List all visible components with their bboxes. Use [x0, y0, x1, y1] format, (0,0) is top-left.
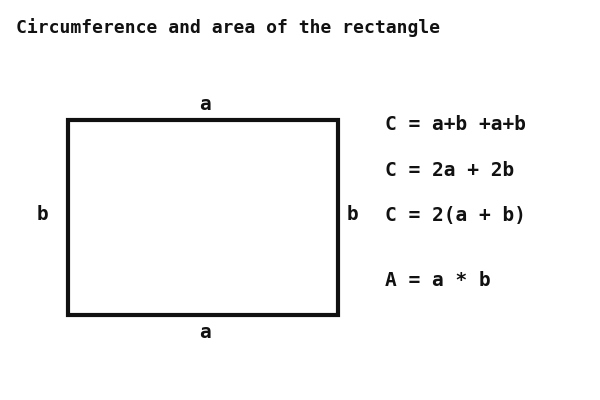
Text: C = a+b +a+b: C = a+b +a+b	[385, 116, 526, 134]
Text: a: a	[199, 96, 211, 114]
Text: b: b	[36, 206, 48, 224]
Text: Circumference and area of the rectangle: Circumference and area of the rectangle	[16, 18, 440, 38]
Bar	[68, 120, 338, 315]
Text: C = 2(a + b): C = 2(a + b)	[385, 206, 526, 224]
Text: a: a	[199, 322, 211, 342]
Text: b: b	[346, 206, 358, 224]
Text: C = 2a + 2b: C = 2a + 2b	[385, 160, 514, 180]
Text: A = a * b: A = a * b	[385, 270, 491, 290]
